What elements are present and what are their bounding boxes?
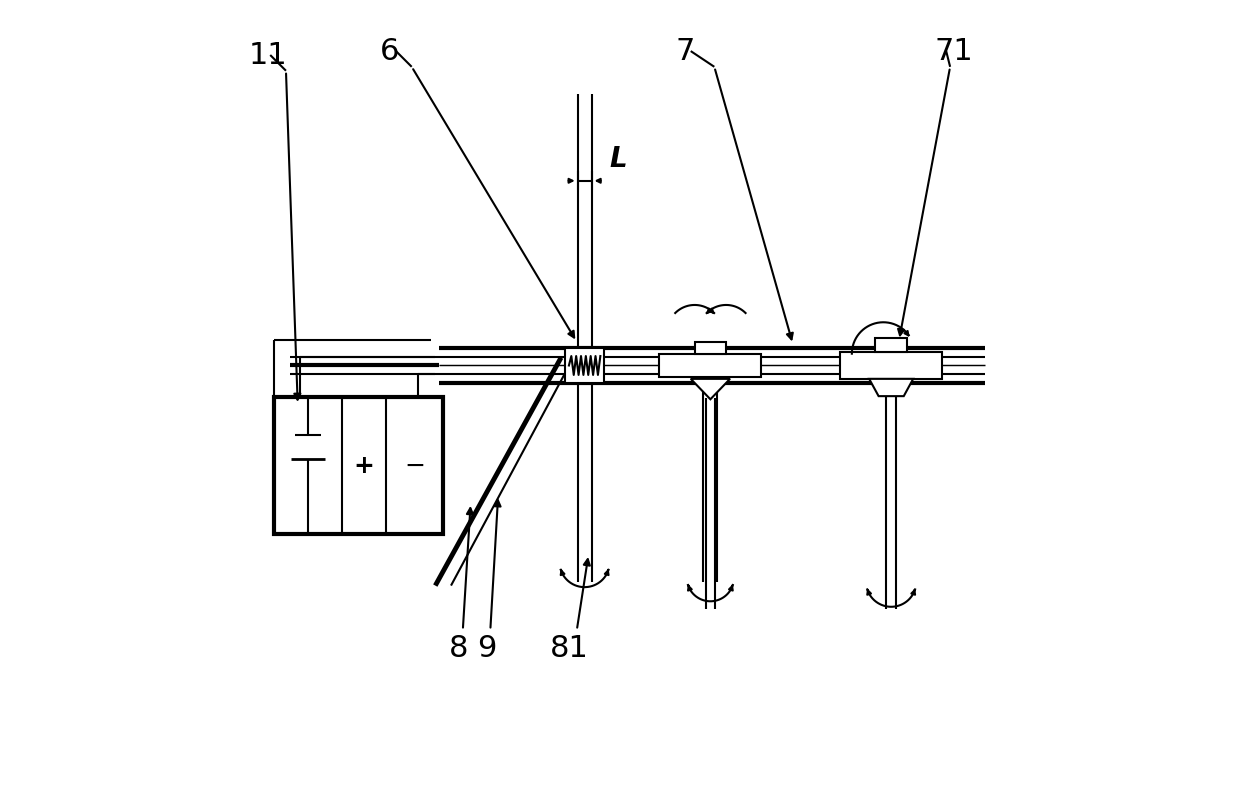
Text: 6: 6 xyxy=(381,37,399,65)
Text: 11: 11 xyxy=(249,41,288,69)
Bar xyxy=(875,338,906,352)
Text: 81: 81 xyxy=(549,634,588,663)
Polygon shape xyxy=(691,379,730,399)
Polygon shape xyxy=(869,379,913,396)
Bar xyxy=(565,347,604,383)
Text: +: + xyxy=(353,454,374,478)
Text: L: L xyxy=(609,145,626,173)
Bar xyxy=(274,397,443,534)
Text: 71: 71 xyxy=(935,37,973,65)
Bar xyxy=(660,354,761,377)
Text: −: − xyxy=(404,454,425,478)
Text: 9: 9 xyxy=(476,634,496,663)
Bar xyxy=(839,352,942,379)
Bar xyxy=(694,342,727,354)
Text: 7: 7 xyxy=(675,37,694,65)
Text: 8: 8 xyxy=(449,634,469,663)
